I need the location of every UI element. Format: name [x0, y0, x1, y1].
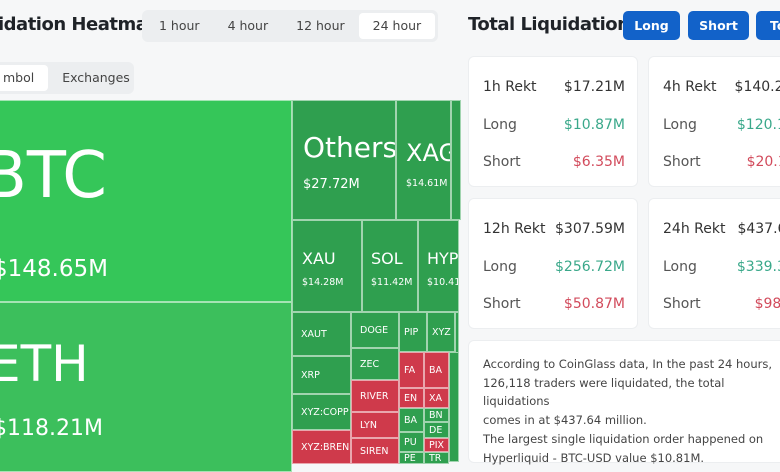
range-12h[interactable]: 12 hour — [296, 18, 345, 33]
short-label: Short — [483, 154, 521, 170]
tile-bn[interactable]: BN — [424, 408, 449, 422]
total-liquidations-title: Total Liquidations — [468, 14, 640, 35]
tile-zec[interactable]: ZEC — [351, 348, 399, 380]
tile-value: $118.21M — [0, 416, 103, 441]
card-4h: 4h Rekt $140.2 Long $120.1 Short $20.1 — [648, 56, 780, 187]
summary-line: According to CoinGlass data, In the past… — [483, 357, 773, 371]
tile-pip[interactable]: PIP — [399, 312, 427, 352]
tile-small[interactable] — [451, 100, 461, 220]
view-tabs: mbol Exchanges — [0, 62, 134, 94]
short-value: $6.35M — [572, 154, 625, 170]
tab-symbol[interactable]: mbol — [0, 65, 49, 91]
tile-xrp[interactable]: XRP — [292, 356, 351, 394]
short-label: Short — [483, 296, 521, 312]
tile-others[interactable]: Others $27.72M — [292, 100, 396, 220]
long-label: Long — [663, 259, 697, 275]
tile-xag[interactable]: XAG $14.61M — [396, 100, 451, 220]
short-value: $50.87M — [563, 296, 625, 312]
tile-eth[interactable]: ETH $118.21M — [0, 302, 292, 472]
card-total: $437.6 — [737, 221, 780, 237]
short-value: $98.2 — [754, 296, 780, 312]
tile-doge[interactable]: DOGE — [351, 312, 399, 348]
tile-sol[interactable]: SOL $11.42M — [362, 220, 418, 312]
tile-tr[interactable]: TR — [424, 452, 449, 464]
long-value: $339.3 — [736, 259, 780, 275]
card-12h: 12h Rekt $307.59M Long $256.72M Short $50.8… — [468, 198, 638, 329]
card-total: $307.59M — [555, 221, 625, 237]
summary-line: comes in at $437.64 million. — [483, 413, 647, 428]
heatmap: BTC $148.65M ETH $118.21M Others $27.72M… — [0, 100, 461, 472]
tile-siren[interactable]: SIREN — [351, 438, 399, 464]
card-total: $17.21M — [563, 79, 625, 95]
summary-line: Hyperliquid - BTC-USD value $10.81M. — [483, 450, 705, 465]
card-total: $140.2 — [734, 79, 780, 95]
tile-pix[interactable]: PIX — [424, 438, 449, 452]
long-value: $120.1 — [736, 117, 780, 133]
tile-value: $14.28M — [302, 277, 344, 288]
long-label: Long — [483, 117, 517, 133]
tile-label: BTC — [0, 139, 107, 213]
tile-small[interactable] — [449, 352, 459, 462]
short-value: $20.1 — [746, 154, 780, 170]
tile-xyz-copp[interactable]: XYZ:COPP — [292, 394, 351, 430]
long-value: $256.72M — [555, 259, 625, 275]
card-label: 4h Rekt — [663, 79, 717, 95]
tile-label: Others — [303, 131, 396, 164]
heatmap-title: idation Heatmap — [0, 14, 160, 35]
tile-xaut[interactable]: XAUT — [292, 312, 351, 356]
tile-btc[interactable]: BTC $148.65M — [0, 100, 292, 302]
total-button[interactable]: To — [756, 11, 780, 40]
tile-label: XAG — [406, 139, 450, 167]
tile-label: SOL — [371, 249, 403, 268]
tile-pe[interactable]: PE — [399, 452, 424, 464]
tile-label: XAU — [302, 249, 336, 268]
tile-fa[interactable]: FA — [399, 352, 424, 388]
summary-line: 126,118 traders were liquidated, the tot… — [483, 375, 725, 409]
range-selector: 1 hour 4 hour 12 hour 24 hour — [142, 10, 439, 42]
tile-value: $148.65M — [0, 256, 108, 282]
tile-label: ETH — [0, 335, 89, 393]
tile-value: $27.72M — [303, 177, 360, 192]
tile-ba[interactable]: BA — [424, 352, 449, 388]
tile-de[interactable]: DE — [424, 422, 449, 438]
short-button[interactable]: Short — [688, 11, 749, 40]
tab-exchanges[interactable]: Exchanges — [62, 70, 130, 85]
range-1h[interactable]: 1 hour — [159, 18, 200, 33]
range-4h[interactable]: 4 hour — [227, 18, 269, 33]
card-label: 1h Rekt — [483, 79, 537, 95]
tile-xyz-bren[interactable]: XYZ:BREN — [292, 430, 351, 464]
summary-line: The largest single liquidation order hap… — [483, 431, 764, 446]
long-label: Long — [663, 117, 697, 133]
long-label: Long — [483, 259, 517, 275]
card-24h: 24h Rekt $437.6 Long $339.3 Short $98.2 — [648, 198, 780, 329]
tile-label: HYP — [427, 249, 459, 268]
tile-hyp[interactable]: HYP $10.41 — [418, 220, 459, 312]
tile-lyn[interactable]: LYN — [351, 412, 399, 438]
long-button[interactable]: Long — [623, 11, 680, 40]
tile-value: $14.61M — [406, 178, 448, 189]
tile-pu[interactable]: PU — [399, 432, 424, 452]
summary-text: According to CoinGlass data, In the past… — [468, 340, 780, 465]
tile-river[interactable]: RIVER — [351, 380, 399, 412]
tile-xau[interactable]: XAU $14.28M — [292, 220, 362, 312]
tile-en[interactable]: EN — [399, 388, 424, 408]
long-value: $10.87M — [563, 117, 625, 133]
tile-value: $10.41 — [427, 277, 459, 288]
tile-ba-2[interactable]: BA — [399, 408, 424, 432]
card-1h: 1h Rekt $17.21M Long $10.87M Short $6.35M — [468, 56, 638, 187]
range-24h[interactable]: 24 hour — [358, 13, 436, 39]
short-label: Short — [663, 154, 701, 170]
card-label: 24h Rekt — [663, 221, 726, 237]
card-label: 12h Rekt — [483, 221, 546, 237]
short-label: Short — [663, 296, 701, 312]
tile-xa[interactable]: XA — [424, 388, 449, 408]
tile-value: $11.42M — [371, 277, 413, 288]
tile-xyz[interactable]: XYZ — [427, 312, 455, 352]
